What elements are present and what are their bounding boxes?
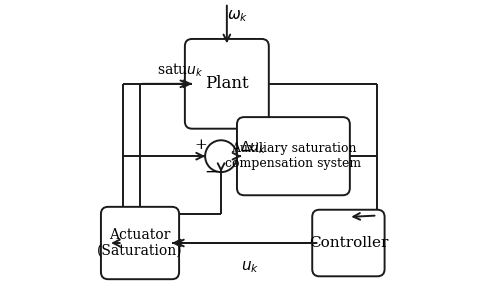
FancyBboxPatch shape: [101, 207, 179, 279]
Text: Controller: Controller: [308, 236, 388, 250]
FancyBboxPatch shape: [185, 39, 269, 129]
Text: satu$u_k$: satu$u_k$: [157, 62, 204, 79]
Text: Auxiliary saturation
compensation system: Auxiliary saturation compensation system: [226, 142, 362, 170]
Text: −: −: [204, 164, 218, 181]
FancyBboxPatch shape: [237, 117, 350, 195]
Circle shape: [205, 140, 237, 172]
FancyBboxPatch shape: [312, 210, 384, 276]
Text: $u_k$: $u_k$: [241, 260, 259, 276]
Text: Actuator
(Saturation): Actuator (Saturation): [97, 228, 183, 258]
Text: Plant: Plant: [205, 75, 248, 92]
Text: $\Delta u_k$: $\Delta u_k$: [240, 139, 266, 156]
Text: $\omega_k$: $\omega_k$: [227, 9, 248, 24]
Text: +: +: [194, 137, 207, 152]
